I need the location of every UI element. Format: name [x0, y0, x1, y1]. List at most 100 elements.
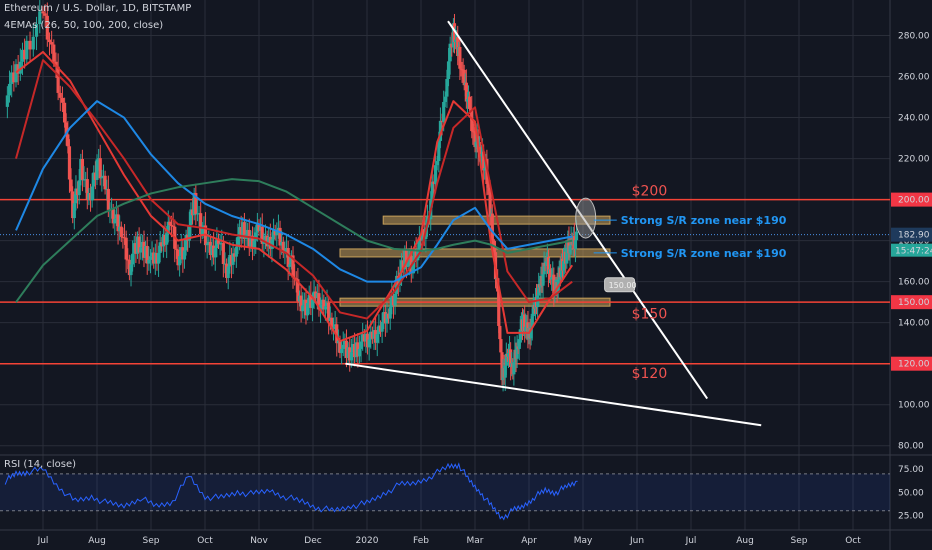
- candle-body: [387, 313, 391, 319]
- candle-body: [181, 247, 185, 260]
- candle-body: [41, 11, 45, 14]
- candle-body: [474, 141, 478, 148]
- candle-body: [145, 245, 149, 264]
- time-tick-label: Dec: [304, 536, 321, 546]
- trendline: [345, 362, 762, 427]
- candle-body: [491, 240, 495, 247]
- candle-body: [220, 243, 224, 245]
- time-axis[interactable]: Jul Aug Sep Oct Nov Dec 2020 Feb Mar Apr May Jun Jul…: [37, 536, 862, 546]
- candle-body: [208, 241, 212, 255]
- level-price-label: 200.00: [898, 196, 930, 206]
- candle-body: [354, 342, 358, 358]
- candle-body: [98, 158, 102, 179]
- candle-body: [403, 250, 407, 270]
- candle-body: [401, 260, 405, 270]
- candle-body: [252, 240, 256, 249]
- level-price-label: 120.00: [898, 360, 930, 370]
- candle-body: [161, 234, 166, 247]
- candle-body: [374, 330, 378, 343]
- candle-body: [148, 256, 153, 260]
- candle-body: [288, 264, 292, 267]
- candle-body: [399, 260, 404, 273]
- candle-body: [85, 179, 89, 201]
- candle-body: [382, 312, 386, 322]
- ema-line-ema50: [15, 59, 573, 320]
- candle-body: [468, 96, 472, 109]
- price-tick-label: 220.00: [898, 155, 930, 165]
- candle-body: [524, 326, 528, 332]
- candle-body: [139, 247, 143, 253]
- price-axis[interactable]: 280.00260.00240.00220.00200.00180.00160.…: [891, 32, 932, 452]
- candle-body: [317, 293, 321, 310]
- candle-body: [486, 184, 490, 188]
- candle-body: [430, 181, 434, 201]
- candle-body: [296, 279, 300, 302]
- candle-body: [341, 344, 345, 349]
- candle-body: [63, 102, 67, 123]
- candle-body: [276, 227, 281, 232]
- candle-body: [88, 193, 93, 201]
- candle-body: [314, 291, 318, 299]
- level-price-badge: [891, 295, 932, 310]
- candle-body: [176, 249, 180, 266]
- candle-body: [50, 42, 54, 45]
- candle-body: [106, 188, 110, 210]
- candle-body: [205, 243, 209, 246]
- candle-body: [192, 193, 196, 216]
- candle-body: [280, 241, 284, 246]
- candle-body: [281, 241, 285, 253]
- candle-body: [127, 259, 131, 276]
- candle-body: [320, 299, 324, 305]
- candle-body: [450, 43, 454, 48]
- annotation-text: Strong S/R zone near $190: [621, 214, 787, 227]
- candle-body: [286, 248, 290, 267]
- candle-body: [84, 179, 88, 181]
- candle-body: [380, 321, 384, 332]
- candle-body: [95, 159, 99, 180]
- candle-body: [64, 122, 68, 135]
- ema-line-ema100: [15, 100, 573, 283]
- candle-body: [45, 15, 49, 40]
- candle-body: [565, 247, 569, 264]
- candle-body: [69, 179, 73, 192]
- candle-body: [561, 261, 566, 271]
- candle-body: [369, 331, 373, 340]
- candle-body: [43, 13, 47, 16]
- candle-body: [228, 254, 232, 267]
- candle-body: [448, 43, 452, 62]
- candle-body: [12, 72, 16, 83]
- candle-body: [544, 261, 548, 267]
- candle-body: [165, 233, 169, 245]
- candle-body: [14, 64, 18, 83]
- candle-body: [518, 329, 522, 340]
- annotation-text: Strong S/R zone near $190: [621, 247, 787, 260]
- candle-body: [530, 316, 534, 328]
- candle-body: [119, 226, 123, 237]
- candle-body: [315, 293, 319, 299]
- candle-body: [265, 235, 269, 247]
- candle-body: [18, 61, 22, 74]
- candle-body: [404, 250, 409, 267]
- candle-body: [312, 291, 316, 300]
- candle-body: [174, 248, 178, 250]
- candle-body: [435, 161, 439, 166]
- candle-body: [182, 250, 187, 260]
- candle-body: [310, 299, 315, 308]
- candle-body: [52, 44, 56, 62]
- candle-body: [122, 237, 127, 239]
- candle-body: [101, 175, 106, 178]
- candle-body: [482, 151, 486, 171]
- rsi-tick-label: 75.00: [898, 465, 924, 475]
- candle-body: [388, 307, 392, 319]
- trendline: [447, 20, 709, 400]
- candle-body: [5, 95, 9, 107]
- candle-body: [20, 49, 25, 62]
- candle-body: [234, 246, 238, 257]
- candle-body: [433, 165, 438, 185]
- candle-body: [542, 262, 546, 275]
- ema-line-ema26: [15, 50, 574, 343]
- candle-body: [395, 275, 399, 294]
- candle-body: [499, 339, 503, 353]
